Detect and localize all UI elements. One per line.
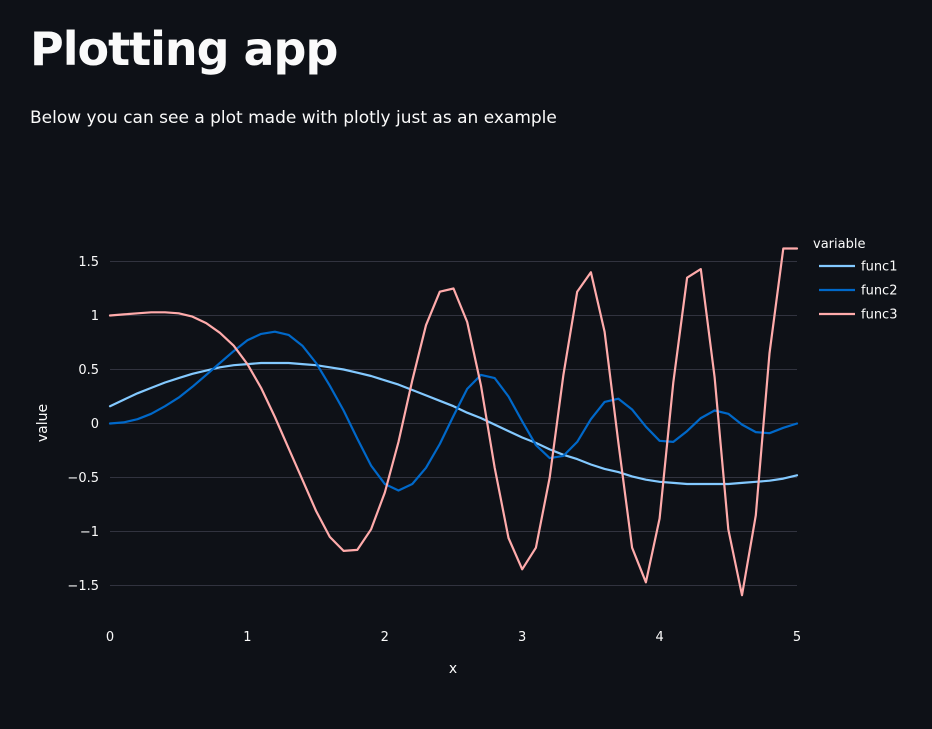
y-axis-title: value [35,404,51,442]
legend-label: func3 [861,308,897,323]
x-tick-label: 0 [106,630,114,645]
x-tick-label: 1 [243,630,251,645]
legend-label: func2 [861,284,897,299]
series-line-func1[interactable] [108,361,799,486]
y-tick-label: 1 [91,309,99,324]
legend-item-func3[interactable]: func3 [819,308,897,323]
y-tick-label: −1.5 [67,579,99,594]
page-subtitle: Below you can see a plot made with plotl… [30,108,557,128]
x-axis-title: x [449,661,457,677]
series-line-func3[interactable] [108,247,799,597]
x-tick-label: 3 [518,630,526,645]
x-tick-label: 2 [381,630,389,645]
x-tick-label: 5 [793,630,801,645]
legend-label: func1 [861,260,897,275]
y-tick-label: −1 [80,525,99,540]
y-tick-label: 0 [91,417,99,432]
plot-area[interactable] [108,247,799,597]
legend: variable func1 func2 func3 [813,237,897,323]
x-tick-label: 4 [655,630,663,645]
legend-title: variable [813,237,865,252]
y-tick-label: 0.5 [78,363,99,378]
y-tick-label: −0.5 [67,471,99,486]
series-line-func2[interactable] [108,330,799,492]
y-axis-ticks: 1.5 1 0.5 0 −0.5 −1 −1.5 [67,255,99,594]
page-title: Plotting app [30,22,338,76]
x-axis-ticks: 0 1 2 3 4 5 [106,630,801,645]
legend-item-func1[interactable]: func1 [819,260,897,275]
y-tick-label: 1.5 [78,255,99,270]
legend-item-func2[interactable]: func2 [819,284,897,299]
